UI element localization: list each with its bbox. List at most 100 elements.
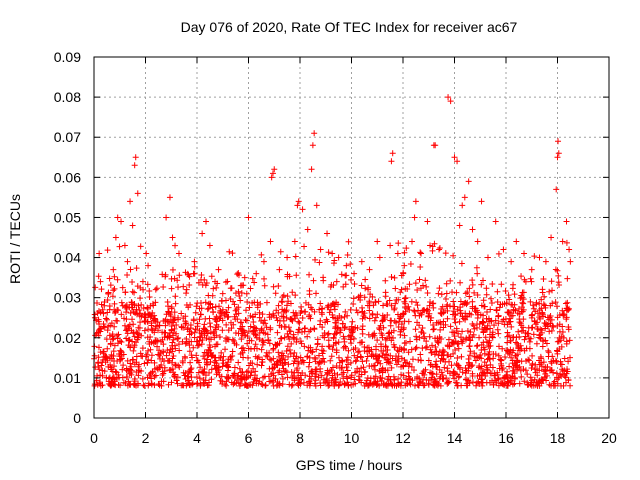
data-point [187,325,194,332]
data-point [441,364,448,371]
data-point [507,337,514,344]
data-point [567,354,574,361]
data-point [473,382,480,389]
data-point [132,339,139,346]
data-point [400,345,407,352]
data-point [266,340,273,347]
data-point [136,361,143,368]
data-point [436,245,443,252]
data-point [233,341,240,348]
data-point [159,355,166,362]
data-point [369,310,376,317]
data-point [419,345,426,352]
data-point [352,358,359,365]
data-point [180,283,187,290]
data-point [564,299,571,306]
data-point [161,364,168,371]
data-point [169,342,176,349]
data-point [212,357,219,364]
data-point [171,373,178,380]
data-point [170,317,177,324]
data-point [430,300,437,307]
data-point [354,349,361,356]
data-point [384,312,391,319]
data-point [467,337,474,344]
data-point [175,250,182,257]
data-point [490,350,497,357]
data-point [527,335,534,342]
data-point [170,336,177,343]
data-point [359,309,366,316]
x-tick-label: 2 [142,430,150,446]
data-point [345,347,352,354]
data-point [92,284,99,291]
data-point [527,374,534,381]
data-point [125,323,132,330]
data-point [240,354,247,361]
data-point [357,339,364,346]
data-point [334,371,341,378]
data-point [272,290,279,297]
data-point [554,154,561,161]
data-point [128,327,135,334]
data-point [563,340,570,347]
data-point [107,340,114,347]
data-point [136,324,143,331]
data-point [450,350,457,357]
data-point [171,309,178,316]
data-point [508,323,515,330]
data-point [550,382,557,389]
data-point [315,374,322,381]
data-point [404,360,411,367]
data-point [385,380,392,387]
data-point [465,334,472,341]
data-point [309,306,316,313]
data-point [197,334,204,341]
data-point [449,339,456,346]
data-point [525,330,532,337]
data-point [109,336,116,343]
data-point [469,320,476,327]
data-point [517,367,524,374]
data-point [391,318,398,325]
data-point [539,343,546,350]
data-point [521,378,528,385]
data-point [119,284,126,291]
data-point [131,162,138,169]
data-point [490,381,497,388]
data-point [129,288,136,295]
data-point [141,314,148,321]
data-point [511,301,518,308]
data-point [123,335,130,342]
data-point [455,374,462,381]
data-point [394,250,401,257]
data-point [172,293,179,300]
data-point [514,351,521,358]
data-point [190,317,197,324]
data-point [237,380,244,387]
data-point [522,367,529,374]
data-point [500,316,507,323]
data-point [466,352,473,359]
data-point [499,366,506,373]
data-point [501,374,508,381]
data-point [416,312,423,319]
data-point [556,311,563,318]
data-point [251,375,258,382]
data-point [103,316,110,323]
data-point [400,372,407,379]
data-point [483,291,490,298]
data-point [179,359,186,366]
data-point [451,303,458,310]
data-point [478,198,485,205]
data-point [191,270,198,277]
data-point [274,317,281,324]
data-point [156,382,163,389]
data-point [270,377,277,384]
data-point [277,335,284,342]
data-point [313,202,320,209]
data-point [116,243,123,250]
data-point [397,289,404,296]
data-point [384,376,391,383]
data-point [552,299,559,306]
